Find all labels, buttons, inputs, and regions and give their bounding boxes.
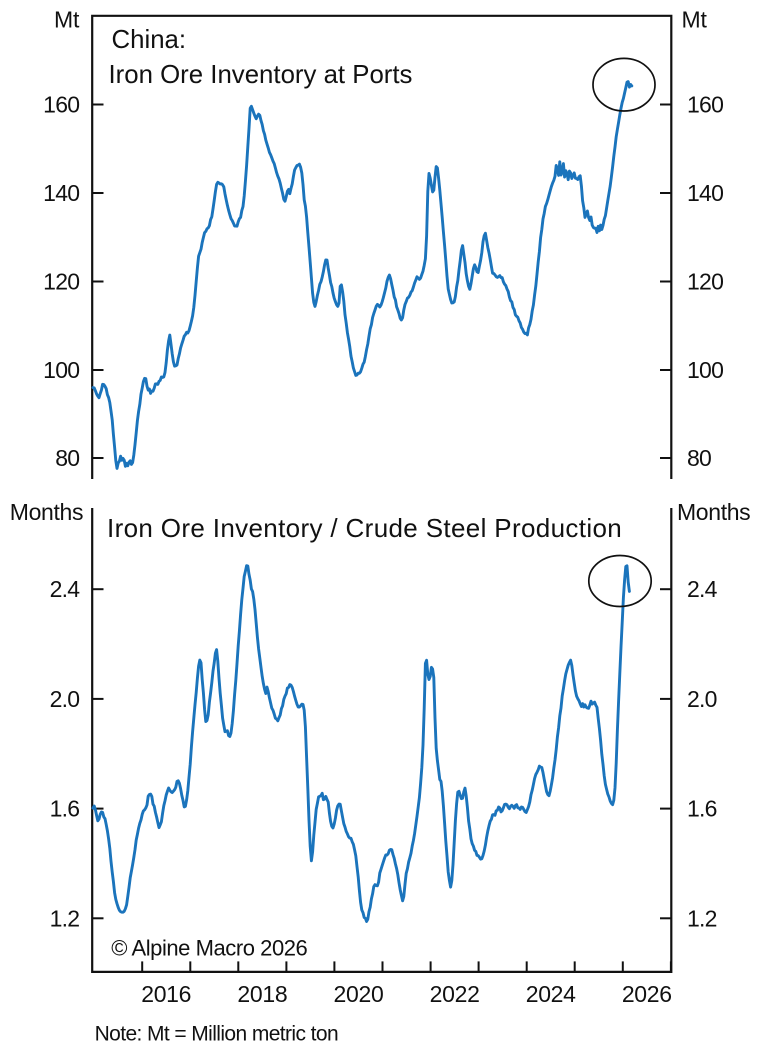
svg-text:Mt: Mt (682, 6, 708, 32)
svg-text:1.2: 1.2 (50, 905, 80, 931)
svg-text:140: 140 (687, 180, 723, 206)
svg-text:2.0: 2.0 (687, 686, 717, 712)
svg-text:2026: 2026 (622, 981, 672, 1007)
svg-text:80: 80 (687, 445, 711, 471)
svg-text:2016: 2016 (141, 981, 191, 1007)
svg-text:© Alpine Macro 2026: © Alpine Macro 2026 (111, 935, 307, 960)
svg-text:1.6: 1.6 (687, 796, 717, 822)
svg-text:Months: Months (10, 499, 83, 525)
svg-text:80: 80 (55, 445, 79, 471)
svg-text:1.2: 1.2 (687, 905, 717, 931)
svg-text:2024: 2024 (526, 981, 576, 1007)
svg-text:120: 120 (43, 269, 79, 295)
svg-text:Iron Ore Inventory / Crude Ste: Iron Ore Inventory / Crude Steel Product… (107, 513, 622, 543)
svg-text:100: 100 (687, 357, 723, 383)
svg-text:Note: Mt = Million metric ton: Note: Mt = Million metric ton (95, 1022, 338, 1045)
svg-text:100: 100 (43, 357, 79, 383)
svg-text:2.4: 2.4 (50, 576, 81, 602)
svg-text:2018: 2018 (237, 981, 287, 1007)
svg-text:160: 160 (687, 92, 723, 118)
svg-text:Iron Ore Inventory at Ports: Iron Ore Inventory at Ports (109, 61, 413, 89)
svg-text:2.4: 2.4 (687, 576, 718, 602)
svg-text:2.0: 2.0 (50, 686, 80, 712)
svg-text:120: 120 (687, 269, 723, 295)
svg-text:140: 140 (43, 180, 79, 206)
svg-text:Months: Months (677, 499, 750, 525)
svg-text:2020: 2020 (334, 981, 384, 1007)
svg-text:China:: China: (112, 26, 187, 54)
svg-text:Mt: Mt (54, 6, 80, 32)
svg-text:160: 160 (43, 92, 79, 118)
svg-text:1.6: 1.6 (50, 796, 80, 822)
svg-text:2022: 2022 (430, 981, 480, 1007)
